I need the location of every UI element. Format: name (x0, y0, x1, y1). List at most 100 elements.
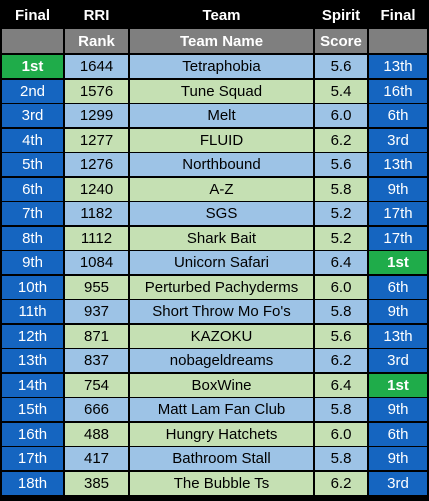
team-name: Tetraphobia (130, 55, 313, 78)
team-name: Tune Squad (130, 80, 313, 103)
final-placement: 11th (2, 300, 63, 323)
spirit-final-placement: 9th (369, 300, 427, 323)
rri-rank: 937 (65, 300, 128, 323)
final-placement: 10th (2, 276, 63, 299)
rri-rank: 1576 (65, 80, 128, 103)
header-team: Team (130, 3, 313, 27)
final-placement: 8th (2, 227, 63, 250)
rri-rank: 1084 (65, 251, 128, 274)
spirit-score: 6.2 (315, 472, 367, 495)
final-placement: 13th (2, 349, 63, 372)
spirit-score: 5.8 (315, 398, 367, 421)
team-name: Bathroom Stall (130, 447, 313, 470)
spirit-final-placement: 6th (369, 276, 427, 299)
spirit-final-placement: 13th (369, 55, 427, 78)
team-name: Unicorn Safari (130, 251, 313, 274)
spirit-score: 5.6 (315, 153, 367, 176)
final-placement: 4th (2, 129, 63, 152)
rri-rank: 488 (65, 423, 128, 446)
spirit-score: 5.8 (315, 447, 367, 470)
team-name: SGS (130, 202, 313, 225)
rri-rank: 1276 (65, 153, 128, 176)
header-final-left: Final (2, 3, 63, 27)
final-placement: 15th (2, 398, 63, 421)
final-placement: 9th (2, 251, 63, 274)
subheader-final-right-blank (369, 29, 427, 53)
team-name: nobageldreams (130, 349, 313, 372)
spirit-score: 6.4 (315, 374, 367, 397)
rri-rank: 1112 (65, 227, 128, 250)
spirit-final-placement: 3rd (369, 129, 427, 152)
spirit-final-placement: 3rd (369, 349, 427, 372)
team-name: Perturbed Pachyderms (130, 276, 313, 299)
rri-rank: 754 (65, 374, 128, 397)
spirit-score: 6.2 (315, 129, 367, 152)
rri-rank: 417 (65, 447, 128, 470)
spirit-final-placement: 6th (369, 423, 427, 446)
header-spirit: Spirit (315, 3, 367, 27)
final-placement: 7th (2, 202, 63, 225)
rri-rank: 1299 (65, 104, 128, 127)
spirit-score: 5.6 (315, 325, 367, 348)
spirit-score: 6.0 (315, 104, 367, 127)
spirit-score: 6.2 (315, 349, 367, 372)
team-name: Shark Bait (130, 227, 313, 250)
rri-rank: 666 (65, 398, 128, 421)
spirit-score: 6.0 (315, 276, 367, 299)
spirit-final-placement: 9th (369, 398, 427, 421)
spirit-final-placement: 3rd (369, 472, 427, 495)
spirit-score: 5.6 (315, 55, 367, 78)
spirit-score: 5.8 (315, 178, 367, 201)
team-name: FLUID (130, 129, 313, 152)
rri-rank: 1644 (65, 55, 128, 78)
spirit-final-placement: 9th (369, 447, 427, 470)
spirit-final-placement: 17th (369, 227, 427, 250)
subheader-spirit-score: Score (315, 29, 367, 53)
subheader-rri-rank: Rank (65, 29, 128, 53)
spirit-score: 5.4 (315, 80, 367, 103)
final-placement: 18th (2, 472, 63, 495)
header-rri: RRI (65, 3, 128, 27)
rri-rank: 955 (65, 276, 128, 299)
spirit-final-placement: 9th (369, 178, 427, 201)
spirit-score: 5.2 (315, 227, 367, 250)
team-name: Matt Lam Fan Club (130, 398, 313, 421)
spirit-score: 5.2 (315, 202, 367, 225)
rri-rank: 1277 (65, 129, 128, 152)
final-placement: 5th (2, 153, 63, 176)
team-name: Hungry Hatchets (130, 423, 313, 446)
team-name: Short Throw Mo Fo's (130, 300, 313, 323)
spirit-final-placement: 13th (369, 325, 427, 348)
final-placement: 16th (2, 423, 63, 446)
rri-rank: 1182 (65, 202, 128, 225)
spirit-final-placement: 6th (369, 104, 427, 127)
team-name: A-Z (130, 178, 313, 201)
spirit-final-placement: 17th (369, 202, 427, 225)
spirit-final-placement: 13th (369, 153, 427, 176)
subheader-team-name: Team Name (130, 29, 313, 53)
rri-rank: 1240 (65, 178, 128, 201)
team-name: BoxWine (130, 374, 313, 397)
team-name: Northbound (130, 153, 313, 176)
rri-rank: 871 (65, 325, 128, 348)
team-name: KAZOKU (130, 325, 313, 348)
header-final-right: Final (369, 3, 427, 27)
final-placement: 2nd (2, 80, 63, 103)
final-placement: 14th (2, 374, 63, 397)
final-placement: 12th (2, 325, 63, 348)
team-name: The Bubble Ts (130, 472, 313, 495)
final-placement: 3rd (2, 104, 63, 127)
spirit-score: 6.4 (315, 251, 367, 274)
subheader-final-left-blank (2, 29, 63, 53)
spirit-final-placement: 16th (369, 80, 427, 103)
final-placement: 6th (2, 178, 63, 201)
spirit-final-placement: 1st (369, 251, 427, 274)
spirit-score: 5.8 (315, 300, 367, 323)
final-placement: 17th (2, 447, 63, 470)
final-placement: 1st (2, 55, 63, 78)
spirit-final-placement: 1st (369, 374, 427, 397)
rri-rank: 385 (65, 472, 128, 495)
rri-rank: 837 (65, 349, 128, 372)
team-name: Melt (130, 104, 313, 127)
